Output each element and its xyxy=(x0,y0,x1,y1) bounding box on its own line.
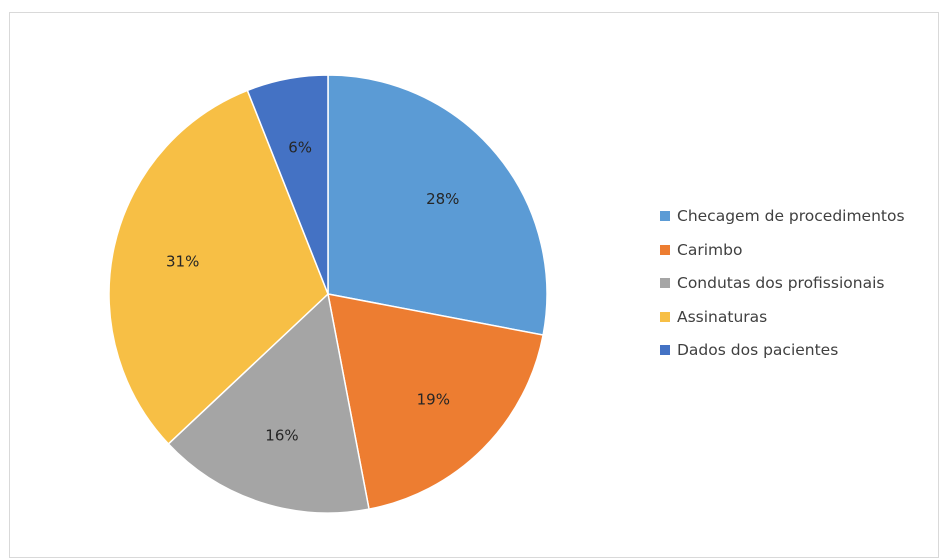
legend-item-checagem-de-procedimentos: Checagem de procedimentos xyxy=(660,206,945,226)
pie-slice-carimbo xyxy=(327,293,544,510)
pie-slice-assinaturas xyxy=(108,89,329,445)
legend-swatch xyxy=(660,244,670,255)
data-label-dados-dos-pacientes: 6% xyxy=(288,139,312,157)
data-label-condutas-dos-profissionais: 16% xyxy=(265,427,298,445)
data-label-checagem-de-procedimentos: 28% xyxy=(426,190,459,208)
legend-item-assinaturas: Assinaturas xyxy=(660,307,945,327)
legend-swatch xyxy=(660,311,670,322)
legend-item-carimbo: Carimbo xyxy=(660,240,945,260)
legend-label: Dados dos pacientes xyxy=(677,341,839,359)
pie-chart: 28% 19% 16% 31% 6% xyxy=(108,74,548,514)
data-label-carimbo: 19% xyxy=(417,390,450,408)
legend-label: Assinaturas xyxy=(677,307,768,326)
pie-slice-condutas-dos-profissionais xyxy=(167,292,370,514)
pie-slice-checagem-de-procedimentos xyxy=(327,74,548,336)
chart-frame: 28% 19% 16% 31% 6% Checagem de procedimentos… xyxy=(9,12,939,558)
legend-label: Checagem de procedimentos xyxy=(677,207,905,225)
legend-item-condutas-dos-profissionais: Condutas dos profissionais xyxy=(660,273,945,293)
legend-swatch xyxy=(660,278,670,288)
legend-label: Carimbo xyxy=(677,240,743,259)
data-label-assinaturas: 31% xyxy=(166,253,199,271)
legend: Checagem de procedimentos Carimbo Condutas… xyxy=(660,206,945,374)
legend-swatch xyxy=(660,211,670,221)
legend-label: Condutas dos profissionais xyxy=(677,274,885,292)
legend-swatch xyxy=(660,345,670,355)
legend-item-dados-dos-pacientes: Dados dos pacientes xyxy=(660,340,945,360)
pie-slice-dados-dos-pacientes xyxy=(246,74,329,295)
